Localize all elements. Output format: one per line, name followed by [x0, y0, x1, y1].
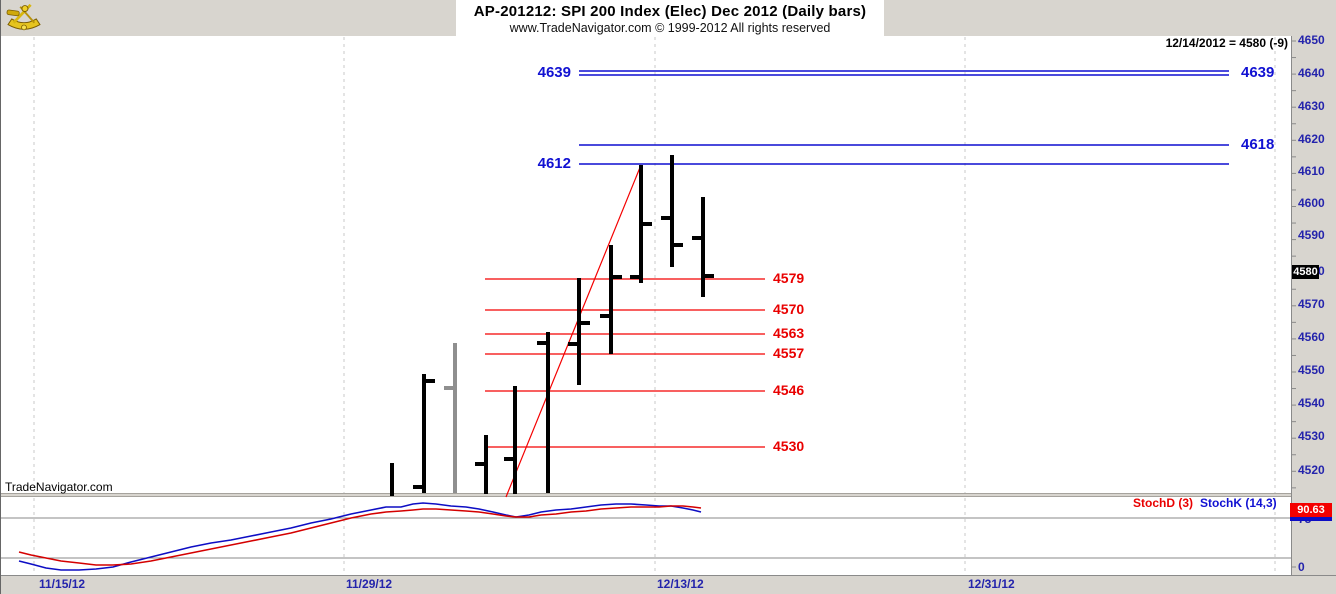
header-bar: AP-201212: SPI 200 Index (Elec) Dec 2012…	[1, 0, 1336, 37]
panel-divider[interactable]	[1, 493, 1291, 497]
chart-subtitle: www.TradeNavigator.com © 1999-2012 All r…	[509, 21, 831, 35]
chart-title: AP-201212: SPI 200 Index (Elec) Dec 2012…	[473, 3, 867, 20]
stochastic-panel[interactable]	[1, 497, 1291, 575]
price-chart-area[interactable]	[1, 36, 1291, 493]
tradenavigator-logo	[6, 3, 41, 31]
price-axis-strip[interactable]	[1291, 36, 1336, 575]
title-box: AP-201212: SPI 200 Index (Elec) Dec 2012…	[456, 0, 884, 36]
date-axis-strip[interactable]	[1, 575, 1336, 594]
